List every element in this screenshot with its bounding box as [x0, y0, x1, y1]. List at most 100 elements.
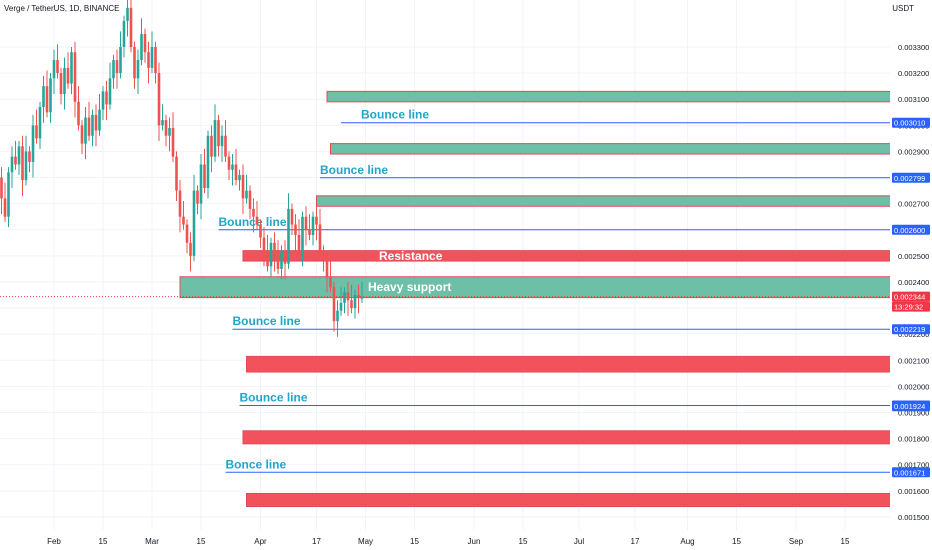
candle [175, 156, 178, 191]
candle [283, 250, 287, 264]
x-tick-label: Sep [789, 537, 804, 546]
candle [77, 101, 80, 126]
candle [164, 120, 168, 136]
candle [332, 287, 336, 322]
candle [136, 60, 140, 79]
candle [206, 135, 210, 188]
y-tick-label: 0.002700 [898, 200, 929, 209]
candle [126, 7, 129, 21]
x-tick-label: 17 [631, 537, 640, 546]
candle [203, 164, 206, 188]
candle [161, 120, 164, 126]
candle [287, 208, 290, 264]
candle [133, 46, 136, 79]
candle [213, 120, 217, 157]
candle [157, 73, 161, 126]
candle [56, 60, 59, 74]
candle [168, 127, 171, 136]
candle [196, 190, 199, 204]
bounce-price-tag-bg [892, 224, 930, 235]
candle [31, 125, 35, 162]
candle [220, 135, 224, 147]
candle [308, 229, 311, 235]
currency-label: USDT [892, 4, 914, 13]
candle [150, 46, 154, 68]
candle [336, 310, 339, 322]
zone-resistance [246, 355, 898, 373]
x-tick-label: 15 [519, 537, 528, 546]
x-tick-label: Aug [680, 537, 694, 546]
candle [91, 114, 94, 136]
candle [87, 117, 91, 136]
x-tick-label: 17 [312, 537, 321, 546]
candle [129, 7, 133, 47]
candle [35, 125, 38, 139]
candle [224, 135, 227, 157]
candle [231, 164, 234, 170]
candle [266, 250, 269, 267]
zone-resistance [242, 250, 898, 262]
candle [42, 86, 45, 108]
candle [238, 174, 241, 181]
candle [105, 91, 108, 105]
candle [259, 224, 262, 238]
candle [192, 190, 196, 256]
y-tick-label: 0.003300 [898, 43, 929, 52]
candle [210, 135, 213, 157]
candle [304, 216, 308, 230]
candle [24, 151, 28, 181]
y-tick-label: 0.002100 [898, 356, 929, 365]
candle [290, 208, 294, 225]
candle [245, 190, 248, 199]
candle [248, 190, 252, 209]
x-tick-label: 15 [410, 537, 419, 546]
x-tick-label: Apr [254, 537, 267, 546]
zone-label: Resistance [379, 249, 443, 263]
bounce-line-label: Bounce line [320, 163, 388, 177]
candle [185, 224, 189, 243]
zone-resistance [242, 430, 898, 445]
candle [45, 86, 49, 113]
candle [262, 237, 266, 251]
candle [297, 234, 301, 256]
candle [280, 250, 283, 269]
candle [28, 151, 31, 162]
zone-support [330, 143, 898, 155]
y-tick-label: 0.001800 [898, 435, 929, 444]
zone-support [179, 276, 898, 299]
candle [350, 300, 353, 309]
y-tick-label: 0.001600 [898, 487, 929, 496]
x-tick-label: Feb [47, 537, 61, 546]
candle [276, 255, 280, 269]
candle [234, 164, 238, 181]
candle [94, 114, 98, 131]
candle [301, 216, 304, 256]
zone-support [326, 90, 898, 103]
y-tick-label: 0.003200 [898, 69, 929, 78]
candle [143, 33, 147, 53]
candle [182, 216, 185, 225]
candle [315, 216, 318, 225]
bounce-price-tag: 0.003010 [894, 119, 925, 128]
y-tick-label: 0.003100 [898, 95, 929, 104]
candle [199, 164, 203, 204]
bounce-price-tag: 0.002600 [894, 226, 925, 235]
countdown-tag: 13:29:32 [894, 303, 923, 312]
candle [339, 302, 343, 311]
chart-title: Verge / TetherUS, 1D, BINANCE [4, 4, 120, 13]
x-tick-label: 15 [732, 537, 741, 546]
candle [101, 91, 105, 110]
candle [360, 297, 364, 299]
current-price-tag-bg [892, 291, 930, 302]
candle [178, 190, 182, 217]
candle [322, 250, 325, 262]
y-tick-label: 0.001900 [898, 409, 929, 418]
candle [21, 146, 24, 181]
candle [70, 52, 73, 84]
x-tick-label: May [358, 537, 373, 546]
time-axis [0, 530, 932, 550]
x-tick-label: Jun [468, 537, 481, 546]
candle [311, 216, 315, 235]
candle [59, 73, 63, 94]
